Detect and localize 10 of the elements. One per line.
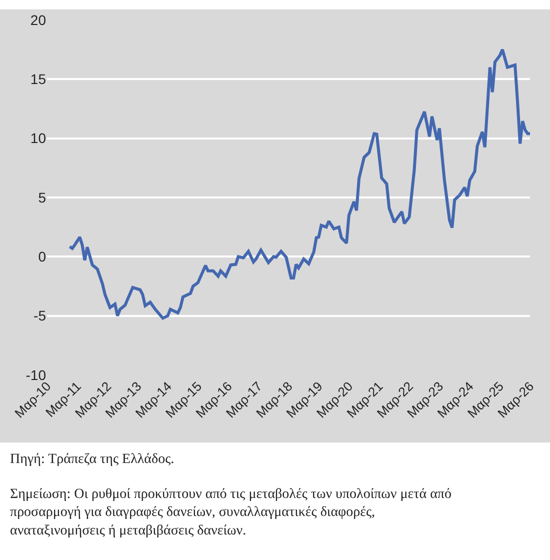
y-tick-label: 20 [30, 12, 46, 28]
y-tick-label: 15 [30, 71, 46, 88]
y-tick-label: 10 [30, 130, 46, 146]
text: Πηγή: Τράπεζα της Ελλάδος. [10, 452, 174, 467]
y-tick-label: -5 [34, 308, 46, 324]
y-tick-label: 5 [38, 189, 46, 206]
y-tick-label: -10 [26, 366, 46, 383]
text: Σημείωση: Οι ρυθμοί προκύπτουν από τις μεταβολές των υπολοίπων μετά από προσαρμογή για διαγραφές δανείων, συναλλαγματικές διαφορές, αναταξινομήσεις ή μεταβιβάσεις δανείων. [10, 487, 452, 538]
y-tick-label: 0 [38, 248, 46, 265]
line-series [68, 48, 530, 320]
